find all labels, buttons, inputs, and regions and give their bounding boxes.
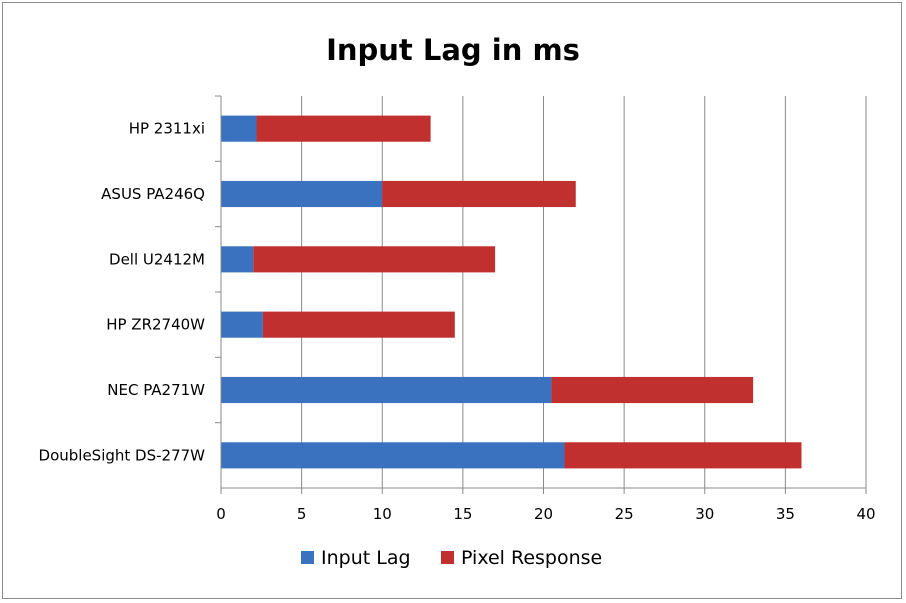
- chart-title: Input Lag in ms: [326, 33, 580, 67]
- x-tick-label: 35: [776, 505, 795, 523]
- x-tick-label: 20: [534, 505, 553, 523]
- bar-segment: [221, 442, 565, 469]
- bar-chart: Input Lag in ms HP 2311xi ASUS PA246Q Dell…: [39, 33, 876, 569]
- category-label: HP ZR2740W: [106, 316, 205, 334]
- bar-segment: [221, 246, 254, 273]
- legend-swatch: [301, 551, 314, 564]
- bar-segment: [221, 376, 552, 404]
- category-labels: HP 2311xi ASUS PA246Q Dell U2412M HP ZR2740…: [39, 120, 206, 465]
- legend-swatch: [441, 551, 454, 564]
- x-tick-label: 15: [453, 505, 472, 523]
- legend: Input Lag Pixel Response: [301, 547, 602, 569]
- bar-segment: [262, 311, 455, 338]
- bar-segment: [256, 115, 431, 142]
- bar-segment: [253, 246, 496, 273]
- bar-segment: [382, 180, 576, 208]
- axes: [215, 95, 867, 494]
- x-tick-label: 5: [297, 505, 307, 523]
- tick-labels: 0 5 10 15 20 25 30 35 40: [216, 505, 875, 523]
- legend-label: Pixel Response: [461, 547, 602, 569]
- category-label: NEC PA271W: [107, 381, 205, 399]
- bar-segment: [221, 115, 257, 142]
- x-tick-label: 25: [615, 505, 634, 523]
- x-tick-label: 0: [216, 505, 226, 523]
- bar-segment: [221, 180, 383, 208]
- legend-label: Input Lag: [321, 547, 411, 569]
- category-label: DoubleSight DS-277W: [39, 446, 206, 464]
- bars: [221, 115, 802, 469]
- category-label: Dell U2412M: [109, 250, 205, 268]
- category-label: HP 2311xi: [129, 120, 205, 138]
- grid-lines: [301, 96, 867, 488]
- x-tick-label: 30: [695, 505, 714, 523]
- bar-segment: [564, 442, 802, 469]
- bar-segment: [221, 311, 263, 338]
- x-tick-label: 10: [373, 505, 392, 523]
- x-tick-label: 40: [856, 505, 875, 523]
- bar-segment: [551, 376, 754, 404]
- category-label: ASUS PA246Q: [101, 185, 205, 203]
